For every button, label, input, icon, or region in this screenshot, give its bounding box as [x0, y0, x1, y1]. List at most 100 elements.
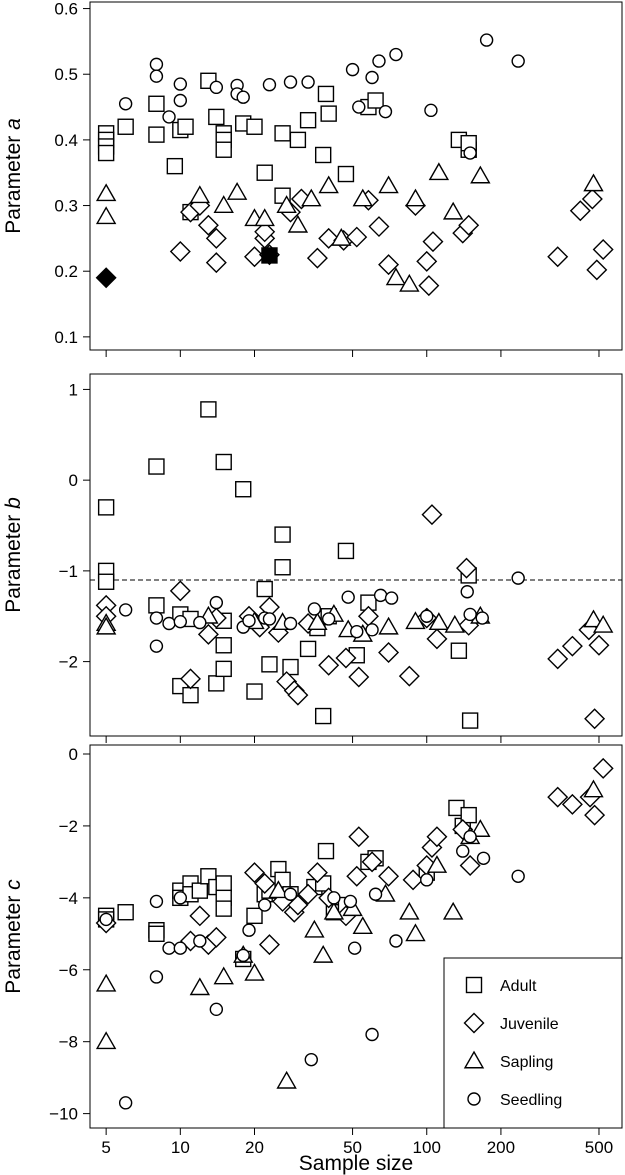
seedling-marker: [118, 603, 133, 617]
sapling-marker: [254, 208, 275, 227]
seedling-marker: [350, 624, 364, 639]
y-tick-label: −10: [49, 1105, 78, 1124]
adult-marker: [200, 401, 217, 418]
adult-marker: [367, 92, 384, 109]
juvenile-marker: [456, 557, 477, 579]
seedling-marker: [193, 615, 207, 630]
adult-marker: [450, 642, 468, 659]
adult-marker: [282, 658, 299, 676]
x-tick-label: 50: [343, 1138, 362, 1157]
juvenile-marker: [346, 865, 368, 887]
adult-marker: [246, 118, 263, 135]
adult-marker: [191, 882, 209, 899]
juvenile-marker: [581, 188, 603, 210]
series-juvenile: [95, 757, 614, 956]
seedling-marker: [262, 78, 277, 92]
adult-marker: [256, 164, 273, 181]
adult-marker: [148, 95, 165, 112]
sapling-marker: [213, 195, 234, 213]
juvenile-marker: [426, 826, 448, 848]
legend: Adult Juvenile Sapling Seedling: [443, 957, 623, 1129]
seedling-marker: [149, 970, 164, 984]
seedling-marker: [372, 54, 386, 68]
panel-frame: [89, 373, 623, 737]
seedling-marker: [511, 54, 525, 68]
juvenile-marker: [205, 252, 227, 274]
sapling-marker: [470, 165, 491, 184]
sapling-marker: [95, 973, 117, 992]
sapling-marker: [405, 188, 426, 207]
seedling-marker: [162, 941, 176, 955]
seedling-marker: [118, 97, 133, 111]
juvenile-marker: [547, 786, 569, 808]
sapling-marker: [268, 880, 289, 899]
seedling-marker: [99, 912, 113, 927]
seedling-marker: [373, 588, 388, 603]
seedling-marker: [365, 1027, 379, 1042]
seedling-marker: [460, 585, 474, 599]
seedling-marker: [347, 941, 362, 955]
legend-label-sapling: Sapling: [500, 1054, 553, 1071]
adult-marker: [314, 707, 332, 725]
y-tick-label: −1: [59, 562, 78, 581]
seedling-marker: [301, 75, 315, 89]
juvenile-marker: [426, 628, 448, 650]
y-tick-label: −2: [59, 817, 78, 836]
sapling-marker: [95, 616, 117, 635]
legend-label-seedling: Seedling: [500, 1092, 562, 1109]
x-tick-label: 500: [585, 1138, 613, 1157]
highlight-square-marker: [261, 247, 278, 264]
seedling-marker: [476, 851, 491, 865]
sapling-marker: [95, 1031, 117, 1050]
y-tick-label: 0: [69, 745, 78, 764]
juvenile-marker: [346, 226, 368, 248]
adult-marker: [246, 907, 263, 925]
seedling-marker: [378, 104, 393, 119]
sapling-marker: [318, 175, 339, 194]
juvenile-marker: [588, 634, 610, 656]
sapling-marker: [189, 977, 211, 996]
sapling-marker: [213, 966, 234, 985]
adult-marker: [465, 976, 483, 994]
y-axis-title-variable: a: [2, 118, 25, 130]
sapling-marker: [405, 923, 426, 942]
seedling-marker: [262, 612, 277, 626]
juvenile-marker: [244, 862, 265, 884]
sapling-marker: [463, 1050, 485, 1069]
y-axis-title-variable: c: [2, 879, 25, 890]
seedling-marker: [173, 93, 188, 108]
panel-frame: [89, 744, 623, 1129]
x-tick-label: 200: [487, 1138, 515, 1157]
seedling-marker: [209, 1002, 224, 1017]
seedling-marker: [149, 611, 164, 625]
sapling-marker: [428, 162, 450, 181]
y-tick-label: 1: [69, 380, 78, 399]
sapling-marker: [583, 173, 604, 192]
x-axis-title: Sample size: [299, 1152, 413, 1175]
sapling-marker: [287, 214, 309, 233]
seedling-marker: [304, 1052, 318, 1067]
series-seedling: [118, 571, 525, 653]
y-axis-title: Parameter b: [2, 497, 25, 613]
adult-marker: [97, 499, 115, 516]
seedling-marker: [343, 894, 358, 909]
sapling-marker: [378, 616, 399, 635]
sapling-marker: [583, 609, 604, 628]
juvenile-marker: [306, 247, 328, 269]
adult-marker: [148, 126, 165, 143]
sapling-marker: [405, 611, 426, 630]
seedling-marker: [463, 607, 477, 622]
legend-label-adult: Adult: [500, 978, 537, 995]
sapling-marker: [399, 273, 420, 292]
sapling-marker: [95, 183, 117, 202]
seedling-marker: [149, 69, 164, 83]
seedling-marker: [463, 830, 477, 844]
seedling-marker: [173, 77, 188, 91]
sapling-marker: [385, 267, 407, 286]
seedling-marker: [173, 891, 188, 905]
juvenile-marker: [547, 246, 569, 268]
adult-marker: [317, 842, 335, 860]
seedling-marker: [236, 90, 250, 104]
panel-frame: [89, 1, 623, 351]
y-tick-label: −6: [59, 961, 78, 980]
